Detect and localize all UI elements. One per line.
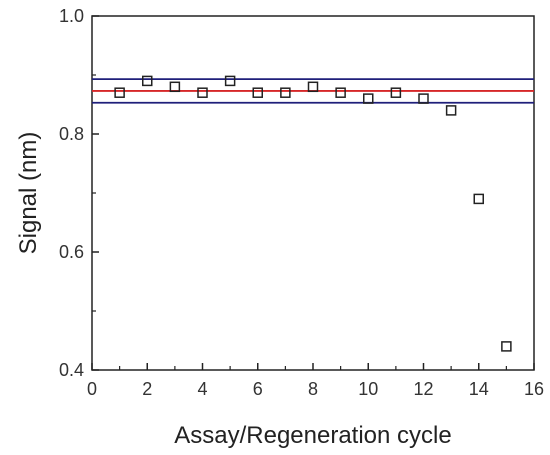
- x-tick-label: 2: [142, 379, 152, 399]
- x-axis-ticks: 0 2 4 6 8 10 12 14 16: [87, 363, 544, 399]
- x-tick-label: 14: [469, 379, 489, 399]
- y-axis-title: Signal (nm): [15, 132, 42, 255]
- data-point-11: [390, 87, 402, 98]
- data-point-14: [473, 193, 484, 205]
- data-point-6: [252, 87, 263, 98]
- x-tick-label: 4: [197, 379, 207, 399]
- y-axis-ticks: 0.4 0.6 0.8 1.0: [59, 6, 99, 380]
- data-point-15: [501, 341, 512, 352]
- data-point-13: [445, 105, 457, 116]
- y-tick-label: 0.4: [59, 360, 84, 380]
- x-tick-label: 10: [358, 379, 378, 399]
- x-tick-label: 6: [253, 379, 263, 399]
- data-point-12: [418, 93, 429, 104]
- data-markers: [114, 75, 512, 352]
- data-point-5: [224, 75, 236, 87]
- data-point-4: [197, 87, 208, 98]
- y-tick-label: 0.6: [59, 242, 84, 262]
- data-point-2: [142, 75, 153, 87]
- data-point-10: [363, 93, 374, 104]
- data-point-8: [307, 81, 319, 93]
- x-tick-label: 0: [87, 379, 97, 399]
- x-tick-label: 8: [308, 379, 318, 399]
- data-point-9: [335, 87, 346, 98]
- y-tick-label: 1.0: [59, 6, 84, 26]
- x-tick-label: 12: [413, 379, 433, 399]
- data-point-7: [280, 87, 291, 98]
- x-axis-title: Assay/Regeneration cycle: [174, 422, 451, 449]
- y-tick-label: 0.8: [59, 124, 84, 144]
- plot-frame: [91, 15, 535, 371]
- data-point-1: [114, 87, 125, 98]
- x-tick-label: 16: [524, 379, 544, 399]
- data-point-3: [169, 81, 181, 93]
